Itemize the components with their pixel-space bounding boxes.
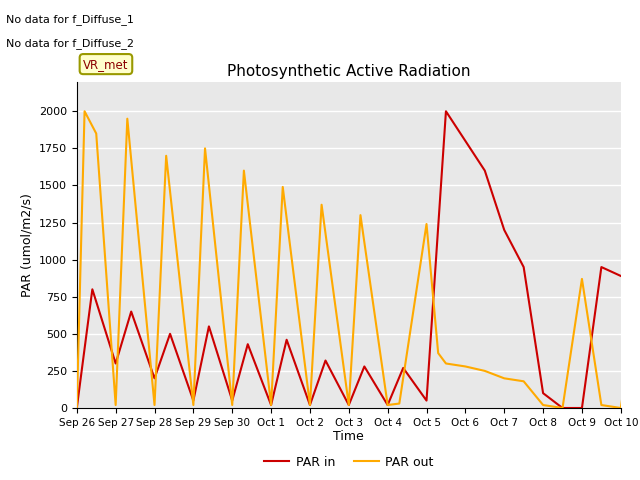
PAR out — [636, 272, 640, 277]
PAR in — [127, 309, 135, 314]
X-axis label: Time: Time — [333, 431, 364, 444]
Text: No data for f_Diffuse_2: No data for f_Diffuse_2 — [6, 38, 134, 49]
PAR out — [356, 212, 364, 218]
PAR in — [244, 341, 252, 347]
PAR in — [617, 273, 625, 279]
PAR out — [500, 375, 508, 381]
PAR in — [228, 398, 236, 404]
PAR in — [283, 337, 291, 343]
PAR in — [112, 360, 120, 366]
PAR out — [81, 108, 88, 114]
PAR out — [73, 405, 81, 411]
PAR out — [306, 402, 314, 408]
PAR out — [240, 168, 248, 173]
PAR out — [442, 360, 450, 366]
PAR in — [481, 168, 489, 173]
PAR in — [189, 398, 197, 404]
PAR out — [481, 368, 489, 374]
PAR out — [540, 402, 547, 408]
PAR out — [279, 184, 287, 190]
PAR in — [598, 264, 605, 270]
PAR in — [150, 375, 158, 381]
PAR out — [201, 145, 209, 151]
PAR out — [384, 402, 392, 408]
PAR out — [461, 363, 469, 369]
PAR in — [322, 358, 330, 363]
PAR in — [559, 405, 566, 411]
Title: Photosynthetic Active Radiation: Photosynthetic Active Radiation — [227, 64, 470, 79]
PAR in — [205, 324, 212, 329]
PAR out — [124, 116, 131, 121]
PAR out — [163, 153, 170, 159]
PAR in — [88, 287, 96, 292]
PAR in — [500, 227, 508, 233]
PAR out — [435, 350, 442, 356]
PAR in — [399, 365, 407, 371]
PAR out — [228, 402, 236, 408]
Line: PAR in: PAR in — [77, 111, 621, 408]
PAR in — [520, 264, 527, 270]
PAR out — [422, 221, 430, 227]
Legend: PAR in, PAR out: PAR in, PAR out — [259, 451, 438, 474]
PAR in — [442, 108, 450, 114]
PAR in — [166, 331, 174, 336]
PAR out — [112, 402, 120, 408]
PAR out — [520, 378, 527, 384]
PAR out — [268, 402, 275, 408]
PAR in — [360, 363, 368, 369]
PAR in — [73, 405, 81, 411]
PAR out — [345, 402, 353, 408]
PAR in — [345, 402, 353, 408]
PAR out — [396, 401, 403, 407]
PAR in — [461, 138, 469, 144]
PAR out — [559, 405, 566, 411]
PAR out — [317, 202, 325, 208]
PAR in — [384, 402, 392, 408]
Text: No data for f_Diffuse_1: No data for f_Diffuse_1 — [6, 14, 134, 25]
PAR in — [540, 390, 547, 396]
PAR in — [578, 405, 586, 411]
PAR out — [598, 402, 605, 408]
PAR out — [578, 276, 586, 282]
Text: VR_met: VR_met — [83, 58, 129, 71]
PAR out — [150, 402, 158, 408]
PAR out — [617, 405, 625, 411]
PAR in — [268, 402, 275, 408]
PAR out — [189, 402, 197, 408]
PAR in — [422, 398, 430, 404]
Y-axis label: PAR (umol/m2/s): PAR (umol/m2/s) — [20, 193, 33, 297]
PAR in — [306, 402, 314, 408]
Line: PAR out: PAR out — [77, 111, 640, 408]
PAR out — [92, 131, 100, 136]
